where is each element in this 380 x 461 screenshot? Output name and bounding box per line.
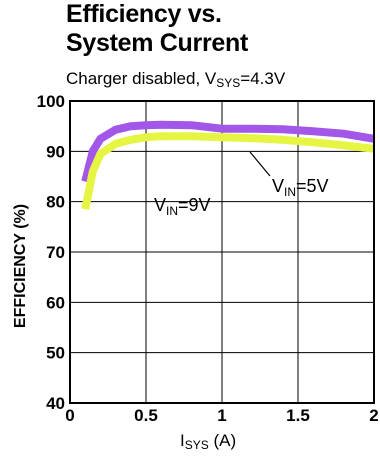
y-axis-title: EFFICIENCY (%) xyxy=(12,204,29,328)
y-tick-label: 100 xyxy=(37,92,65,111)
subtitle-sub: SYS xyxy=(216,76,241,90)
title-line-1: Efficiency vs. xyxy=(66,0,222,28)
x-axis-title: ISYS (A) xyxy=(180,431,236,452)
y-tick-label: 60 xyxy=(46,293,65,312)
label-vin-5v: VIN=5V xyxy=(272,176,329,199)
series-line-vin-9v xyxy=(81,120,375,183)
x-tick-label: 0 xyxy=(65,406,74,425)
label-vin-9v: VIN=9V xyxy=(154,195,211,218)
label-vin-5v-leader xyxy=(249,151,271,177)
x-axis-title-suffix: (A) xyxy=(208,431,237,450)
y-tick-label: 90 xyxy=(46,142,65,161)
subtitle-suffix: =4.3V xyxy=(240,69,286,88)
series-line-vin-5v xyxy=(81,132,375,210)
x-tick-label: 2 xyxy=(369,406,378,425)
y-tick-label: 80 xyxy=(46,193,65,212)
subtitle-prefix: Charger disabled, V xyxy=(66,69,217,88)
y-tick-label: 70 xyxy=(46,243,65,262)
x-axis-title-sub: SYS xyxy=(184,438,209,452)
plot-frame xyxy=(69,100,375,404)
chart-title: Efficiency vs. System Current xyxy=(66,0,248,58)
y-tick-label: 40 xyxy=(46,394,65,413)
x-axis-title-main: I xyxy=(180,431,185,450)
x-tick-label: 0.5 xyxy=(134,406,158,425)
x-tick-label: 1.5 xyxy=(286,406,310,425)
title-line-2: System Current xyxy=(66,29,248,57)
x-tick-label: 1 xyxy=(217,406,226,425)
chart-subtitle: Charger disabled, VSYS=4.3V xyxy=(66,68,285,94)
y-tick-label: 50 xyxy=(46,344,65,363)
